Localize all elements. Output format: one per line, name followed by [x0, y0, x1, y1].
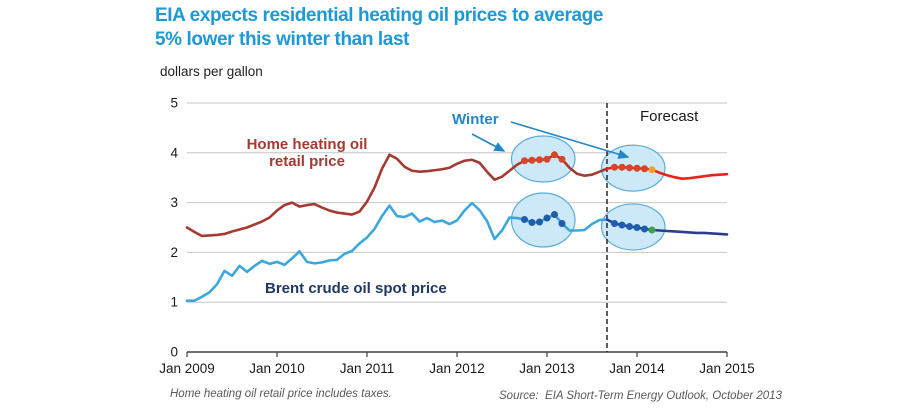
x-tick-label: Jan 2010: [249, 361, 305, 376]
winter-dot: [543, 214, 551, 222]
winter-dot: [551, 151, 558, 159]
winter-dot: [521, 157, 528, 165]
y-tick-label: 3: [170, 195, 178, 210]
y-tick-label: 1: [170, 295, 178, 310]
y-tick-label: 5: [170, 96, 178, 111]
source-text: Source: EIA Short-Term Energy Outlook, O…: [499, 390, 782, 402]
winter-end-dot: [648, 166, 656, 174]
x-tick-label: Jan 2012: [429, 361, 485, 376]
winter-dot: [611, 220, 618, 228]
footnote-text: Home heating oil retail price includes t…: [170, 388, 392, 400]
chart-title: EIA expects residential heating oil pric…: [155, 4, 775, 52]
winter-dot: [528, 156, 536, 164]
winter-dot: [641, 165, 648, 173]
y-tick-label: 4: [170, 145, 178, 160]
winter-dot: [558, 155, 566, 163]
x-tick-label: Jan 2009: [159, 361, 215, 376]
winter-dot: [641, 225, 648, 233]
winter-dot: [521, 216, 528, 224]
x-tick-label: Jan 2014: [609, 361, 665, 376]
winter-dot: [551, 211, 558, 219]
winter-dot: [618, 163, 626, 171]
heating-oil-series-label: Home heating oil retail price: [246, 136, 368, 170]
winter-dot: [626, 223, 633, 231]
winter-dot: [536, 218, 543, 226]
winter-dot: [633, 224, 641, 231]
winter-dot: [618, 221, 626, 229]
chart-title-line2: 5% lower this winter than last: [155, 29, 410, 50]
winter-dot: [633, 164, 641, 172]
winter-arrow-left: [471, 133, 506, 152]
winter-dot: [543, 155, 551, 163]
winter-dot: [611, 163, 618, 171]
winter-end-dot: [648, 226, 656, 234]
winter-dot: [528, 219, 536, 227]
y-axis-units-label: dollars per gallon: [160, 64, 263, 79]
y-tick-label: 0: [170, 345, 178, 360]
x-tick-label: Jan 2013: [519, 361, 575, 376]
brent-series-label: Brent crude oil spot price: [265, 280, 447, 297]
forecast-annotation-label: Forecast: [640, 108, 699, 125]
winter-dot: [558, 220, 566, 228]
x-tick-label: Jan 2015: [699, 361, 755, 376]
winter-arrow-right: [510, 121, 630, 159]
x-tick-label: Jan 2011: [340, 361, 395, 376]
y-tick-label: 2: [170, 245, 178, 260]
winter-dot: [626, 164, 633, 172]
winter-annotation-label: Winter: [452, 111, 499, 128]
chart-title-line1: EIA expects residential heating oil pric…: [155, 5, 603, 26]
winter-dot: [536, 156, 543, 164]
